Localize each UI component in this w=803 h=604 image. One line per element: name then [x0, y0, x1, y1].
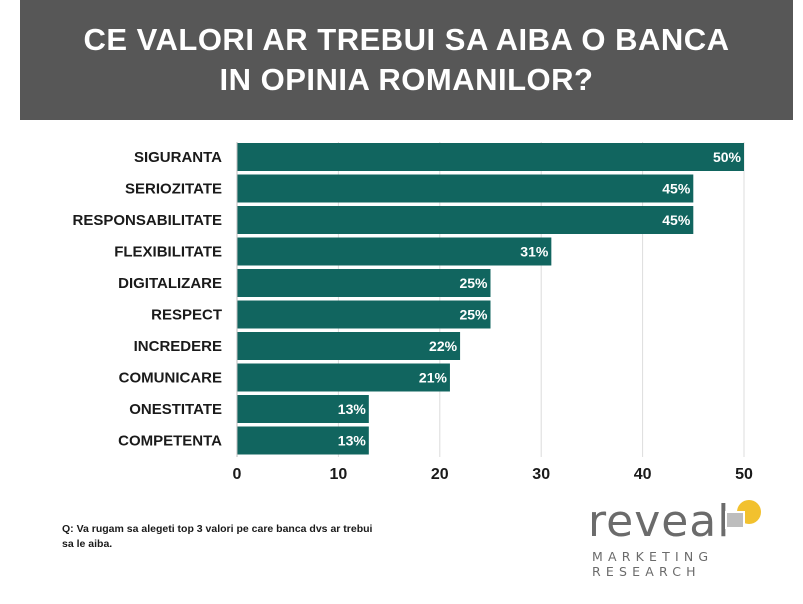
x-tick-label-30: 30 [532, 466, 550, 483]
x-tick-label-10: 10 [330, 466, 348, 483]
value-label-comunicare: 21% [419, 370, 448, 386]
value-label-competenta: 13% [338, 433, 367, 449]
value-label-seriozitate: 45% [662, 181, 691, 197]
x-tick-label-0: 0 [233, 466, 242, 483]
bar-respect [237, 300, 491, 329]
bar-seriozitate [237, 174, 694, 203]
category-label-digitalizare: DIGITALIZARE [118, 275, 222, 292]
title-banner: CE VALORI AR TREBUI SA AIBA O BANCA IN O… [20, 0, 793, 120]
category-label-seriozitate: SERIOZITATE [125, 181, 222, 198]
bar-digitalizare [237, 269, 491, 297]
value-label-respect: 25% [459, 307, 488, 323]
value-label-onestitate: 13% [338, 401, 367, 417]
x-tick-label-40: 40 [634, 466, 652, 483]
reveal-logo: reveal MARKETING RESEARCH [588, 496, 768, 586]
category-label-siguranta: SIGURANTA [134, 149, 222, 166]
category-label-flexibilitate: FLEXIBILITATE [114, 244, 222, 261]
chart-title-line-1: CE VALORI AR TREBUI SA AIBA O BANCA [83, 22, 730, 57]
logo-subtitle-marketing: MARKETING [592, 549, 714, 564]
bar-onestitate [237, 395, 369, 423]
value-label-flexibilitate: 31% [520, 244, 549, 260]
category-label-incredere: INCREDERE [134, 338, 222, 355]
value-label-siguranta: 50% [713, 149, 742, 165]
survey-question: Q: Va rugam sa alegeti top 3 valori pe c… [62, 523, 373, 550]
logo-subtitle-research: RESEARCH [592, 564, 701, 579]
category-label-competenta: COMPETENTA [118, 433, 222, 450]
category-label-onestitate: ONESTITATE [129, 401, 222, 418]
bar-incredere [237, 332, 461, 360]
bar-competenta [237, 426, 369, 455]
value-label-digitalizare: 25% [459, 275, 488, 291]
logo-mark-icon [725, 500, 761, 529]
category-label-respect: RESPECT [151, 307, 222, 324]
chart-title-line-2: IN OPINIA ROMANILOR? [219, 62, 594, 97]
bar-responsabilitate [237, 206, 694, 234]
bar-flexibilitate [237, 237, 552, 266]
value-label-incredere: 22% [429, 338, 458, 354]
logo-wordmark: reveal [588, 496, 731, 547]
category-label-comunicare: COMUNICARE [119, 370, 222, 387]
value-label-responsabilitate: 45% [662, 212, 691, 228]
bar-comunicare [237, 363, 450, 392]
category-label-responsabilitate: RESPONSABILITATE [73, 212, 222, 229]
x-tick-label-20: 20 [431, 466, 449, 483]
bar-siguranta [237, 143, 744, 171]
x-tick-label-50: 50 [735, 466, 753, 483]
